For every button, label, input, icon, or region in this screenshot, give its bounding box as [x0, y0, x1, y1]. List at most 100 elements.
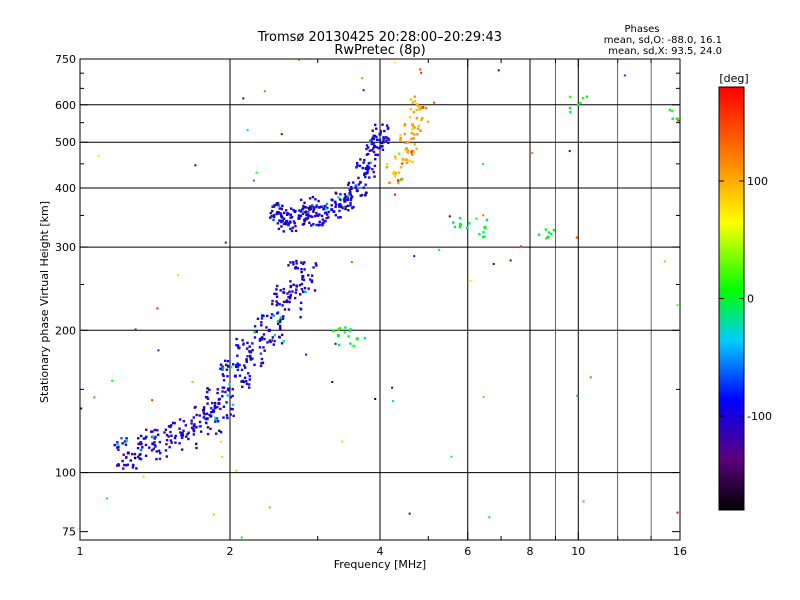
data-point	[182, 419, 186, 423]
data-point	[364, 193, 367, 197]
data-point	[303, 268, 306, 271]
data-point	[255, 330, 258, 333]
noise-point	[97, 155, 100, 158]
data-point	[301, 262, 305, 266]
data-point	[289, 207, 293, 210]
data-point	[400, 162, 404, 165]
data-point	[392, 172, 395, 175]
data-point	[330, 208, 334, 212]
data-point	[150, 430, 153, 433]
data-point	[537, 233, 541, 236]
data-point	[116, 441, 119, 444]
data-point	[372, 142, 375, 145]
data-point	[306, 211, 310, 214]
data-point	[206, 426, 210, 429]
data-point	[397, 181, 400, 185]
data-point	[545, 237, 548, 240]
data-point	[290, 215, 294, 219]
data-point	[153, 428, 157, 432]
data-point	[365, 191, 368, 195]
data-point	[293, 296, 297, 300]
data-point	[120, 437, 123, 440]
noise-point	[111, 379, 114, 382]
data-point	[311, 195, 315, 199]
data-point	[281, 304, 284, 307]
data-point	[294, 209, 297, 213]
data-point	[259, 352, 263, 355]
data-point	[412, 125, 415, 128]
data-point	[289, 280, 292, 283]
data-point	[373, 164, 377, 168]
data-point	[153, 444, 157, 447]
noise-point	[219, 440, 222, 443]
data-point	[298, 217, 301, 220]
data-point	[247, 372, 250, 375]
data-point	[180, 448, 184, 451]
data-point	[312, 210, 315, 213]
data-point	[169, 425, 172, 429]
x-tick-label: 6	[464, 545, 471, 558]
data-point	[122, 453, 125, 456]
data-point	[205, 395, 209, 399]
data-point	[184, 424, 188, 427]
data-point	[295, 262, 298, 265]
data-point	[192, 433, 196, 436]
data-point	[373, 144, 377, 148]
data-point	[349, 201, 352, 205]
data-point	[385, 124, 389, 127]
data-point	[320, 214, 324, 218]
data-point	[275, 292, 278, 296]
data-point	[303, 205, 307, 209]
noise-point	[433, 101, 436, 104]
data-point	[370, 149, 374, 152]
data-point	[299, 316, 302, 319]
data-point	[289, 213, 293, 216]
data-point	[241, 339, 244, 342]
data-point	[380, 144, 384, 148]
data-point	[240, 368, 244, 372]
data-point	[243, 376, 247, 379]
data-point	[301, 212, 305, 216]
data-point	[231, 394, 234, 398]
data-point	[317, 223, 320, 227]
noise-point	[394, 193, 397, 196]
data-point	[202, 416, 206, 419]
data-point	[137, 437, 140, 440]
data-point	[198, 420, 202, 424]
data-point	[260, 357, 264, 361]
noise-point	[448, 215, 451, 218]
data-point	[262, 333, 266, 336]
data-point	[280, 342, 284, 345]
data-point	[307, 287, 310, 290]
data-point	[305, 206, 308, 209]
data-point	[275, 203, 279, 207]
data-point	[355, 184, 358, 187]
data-point	[180, 436, 184, 440]
data-point	[381, 123, 384, 126]
data-point	[135, 467, 138, 470]
noise-point	[240, 536, 243, 539]
data-point	[204, 417, 207, 421]
data-point	[167, 435, 170, 438]
data-point	[315, 204, 318, 207]
data-point	[195, 442, 198, 446]
data-point	[280, 333, 284, 337]
data-point	[272, 205, 276, 208]
data-point	[299, 301, 303, 304]
data-point	[295, 259, 298, 263]
chart-subtitle: RwPretec (8p)	[334, 43, 425, 58]
noise-point	[305, 353, 308, 356]
data-point	[278, 326, 282, 330]
data-point	[180, 433, 184, 437]
data-point	[133, 456, 137, 460]
data-point	[349, 190, 352, 194]
data-point	[278, 207, 281, 210]
noise-point	[93, 396, 96, 399]
data-point	[219, 363, 223, 366]
data-point	[271, 209, 274, 213]
data-point	[158, 457, 162, 461]
data-point	[178, 418, 182, 421]
data-point	[293, 222, 296, 225]
data-point	[481, 235, 485, 239]
data-point	[263, 349, 266, 352]
